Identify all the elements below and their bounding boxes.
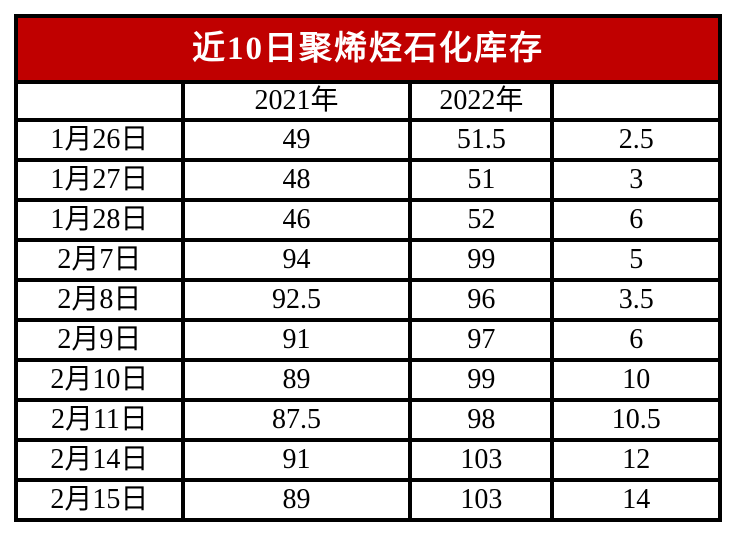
value-2022-cell: 99 (408, 238, 555, 282)
header-cell-2022: 2022年 (408, 80, 555, 122)
value-2021-cell: 46 (180, 198, 413, 242)
value-2021-cell: 92.5 (180, 278, 413, 322)
table-row: 2月14日 91 103 12 (14, 438, 722, 482)
table-row: 2月11日 87.5 98 10.5 (14, 398, 722, 442)
diff-cell: 3.5 (550, 278, 722, 322)
table-title: 近10日聚烯烃石化库存 (14, 14, 722, 84)
table-body: 1月26日 49 51.5 2.5 1月27日 48 51 3 1月28日 46… (14, 118, 722, 522)
value-2022-cell: 52 (408, 198, 555, 242)
diff-cell: 14 (550, 478, 722, 522)
table-row: 1月27日 48 51 3 (14, 158, 722, 202)
value-2022-cell: 99 (408, 358, 555, 402)
value-2021-cell: 91 (180, 318, 413, 362)
date-cell: 2月11日 (14, 398, 185, 442)
date-cell: 2月15日 (14, 478, 185, 522)
header-cell-2021: 2021年 (180, 80, 413, 122)
value-2021-cell: 87.5 (180, 398, 413, 442)
value-2021-cell: 89 (180, 358, 413, 402)
diff-cell: 6 (550, 198, 722, 242)
date-cell: 2月10日 (14, 358, 185, 402)
table-row: 2月8日 92.5 96 3.5 (14, 278, 722, 322)
diff-cell: 2.5 (550, 118, 722, 162)
diff-cell: 12 (550, 438, 722, 482)
diff-cell: 10 (550, 358, 722, 402)
diff-cell: 5 (550, 238, 722, 282)
date-cell: 1月27日 (14, 158, 185, 202)
date-cell: 2月7日 (14, 238, 185, 282)
table-row: 1月26日 49 51.5 2.5 (14, 118, 722, 162)
diff-cell: 10.5 (550, 398, 722, 442)
value-2022-cell: 98 (408, 398, 555, 442)
value-2021-cell: 89 (180, 478, 413, 522)
table-row: 2月9日 91 97 6 (14, 318, 722, 362)
value-2022-cell: 51 (408, 158, 555, 202)
header-cell-date (14, 80, 185, 122)
date-cell: 1月26日 (14, 118, 185, 162)
value-2022-cell: 96 (408, 278, 555, 322)
date-cell: 2月14日 (14, 438, 185, 482)
diff-cell: 6 (550, 318, 722, 362)
table-row: 2月15日 89 103 14 (14, 478, 722, 522)
table-row: 2月10日 89 99 10 (14, 358, 722, 402)
value-2021-cell: 49 (180, 118, 413, 162)
polyolefin-inventory-table: 近10日聚烯烃石化库存 2021年 2022年 1月26日 49 51.5 2.… (14, 14, 722, 522)
diff-cell: 3 (550, 158, 722, 202)
value-2021-cell: 94 (180, 238, 413, 282)
value-2022-cell: 97 (408, 318, 555, 362)
header-cell-diff (550, 80, 722, 122)
date-cell: 1月28日 (14, 198, 185, 242)
date-cell: 2月9日 (14, 318, 185, 362)
table-title-row: 近10日聚烯烃石化库存 (14, 14, 722, 84)
value-2022-cell: 51.5 (408, 118, 555, 162)
table-row: 1月28日 46 52 6 (14, 198, 722, 242)
table-header-row: 2021年 2022年 (14, 80, 722, 122)
date-cell: 2月8日 (14, 278, 185, 322)
value-2021-cell: 91 (180, 438, 413, 482)
value-2021-cell: 48 (180, 158, 413, 202)
value-2022-cell: 103 (408, 478, 555, 522)
table-row: 2月7日 94 99 5 (14, 238, 722, 282)
value-2022-cell: 103 (408, 438, 555, 482)
